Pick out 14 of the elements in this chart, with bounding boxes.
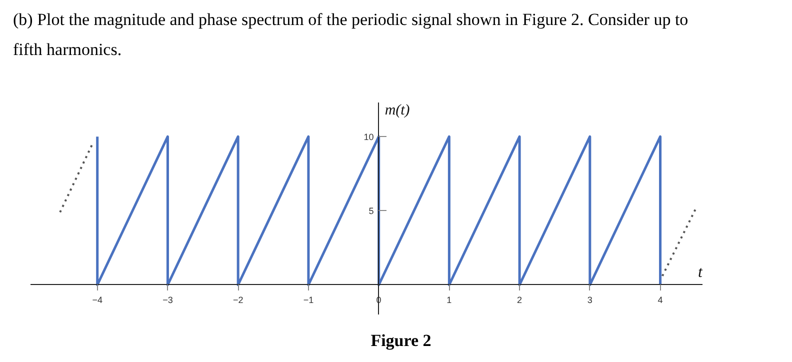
x-tick-label: −3 (162, 294, 173, 305)
x-tick-label: 3 (587, 294, 592, 305)
x-tick-label: 1 (446, 294, 452, 305)
x-tick-label: 2 (517, 294, 522, 305)
annotation: Figure 2 (370, 330, 432, 352)
title: (b) Plot the magnitude and phase spectrum of the periodic signal shown in Figure 2. Consider up to fifth harmonics. (12, 9, 690, 61)
y-axis-title: m(t) (384, 102, 410, 118)
y-tick-label: 5 (368, 206, 374, 216)
x-axis-title: t (698, 264, 704, 281)
x-tick-label: −4 (92, 294, 102, 305)
y-tick-label: 10 (364, 132, 374, 142)
x-tick-label: −2 (232, 294, 244, 305)
x-tick-label: −1 (303, 294, 314, 305)
x-tick-label: 4 (658, 294, 663, 305)
